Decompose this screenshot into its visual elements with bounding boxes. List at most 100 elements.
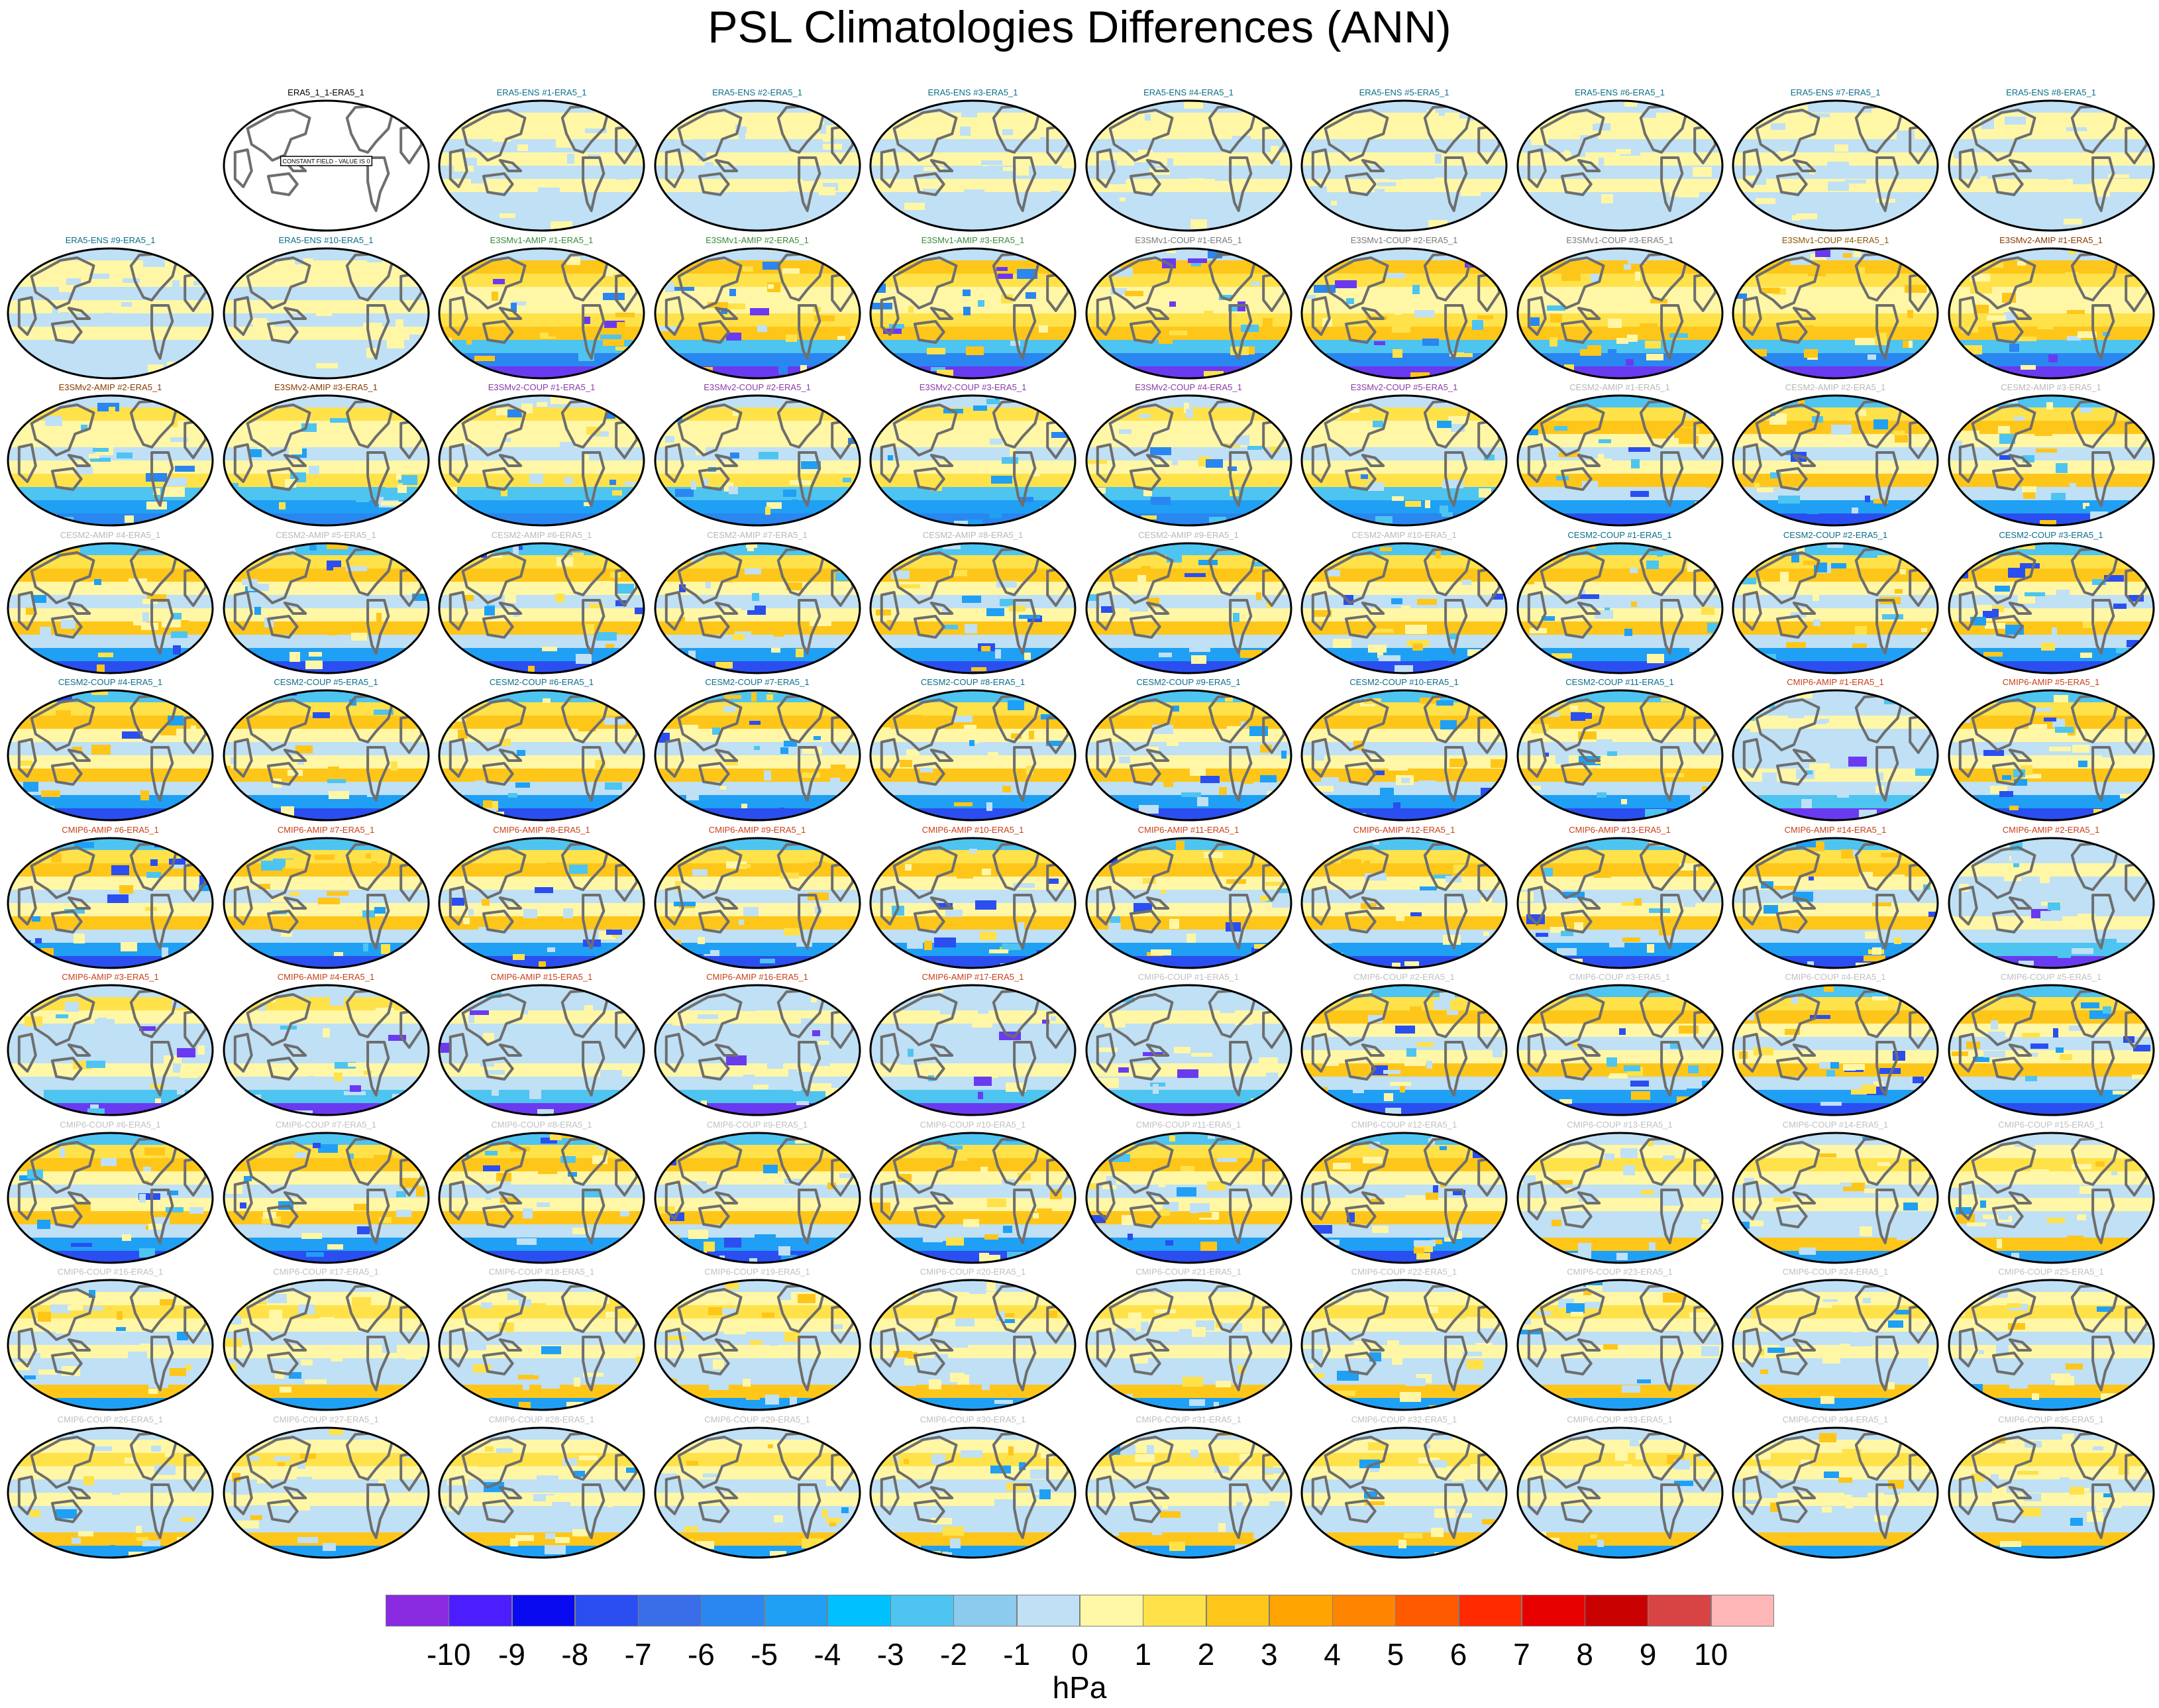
map-panel: CESM2-COUP #3-ERA5_1 — [1944, 530, 2159, 676]
field-band — [655, 555, 860, 569]
field-cell — [28, 366, 38, 372]
map-panel: CMIP6-COUP #3-ERA5_1 — [1512, 972, 1728, 1118]
field-cell — [2035, 449, 2057, 453]
panel-title: CMIP6-COUP #31-ERA5_1 — [1135, 1414, 1241, 1424]
field-band — [1302, 1010, 1506, 1024]
coastline — [1029, 248, 1057, 260]
field-cell — [537, 1202, 550, 1207]
field-cell — [1860, 1226, 1872, 1236]
field-cell — [1750, 725, 1762, 732]
field-band — [1302, 729, 1506, 743]
field-cell — [1561, 270, 1581, 281]
field-cell — [900, 760, 912, 767]
coastline — [2008, 1338, 2032, 1352]
field-cell — [1630, 601, 1637, 607]
coastline — [366, 1336, 390, 1391]
coastline — [1029, 1427, 1057, 1440]
coastline — [246, 845, 311, 899]
field-band — [1948, 1452, 2154, 1467]
field-cell — [758, 452, 778, 459]
map-outline — [654, 1279, 861, 1411]
field-band — [439, 742, 644, 756]
field-cell — [741, 120, 752, 127]
field-cell — [833, 360, 840, 370]
field-cell — [725, 861, 747, 869]
field-cell — [1952, 996, 1964, 1005]
field-cell — [454, 947, 462, 954]
field-cell — [1492, 593, 1503, 600]
field-cell — [1454, 352, 1473, 357]
field-cell — [1405, 1195, 1425, 1200]
coastline — [1108, 551, 1173, 604]
panel-title: E3SMv2-COUP #1-ERA5_1 — [488, 382, 596, 392]
coastline — [283, 749, 307, 762]
field-cell — [305, 660, 323, 669]
coastline — [1792, 1485, 1817, 1499]
field-band — [223, 621, 429, 635]
field-cell — [1338, 1135, 1351, 1140]
field-cell — [1701, 1223, 1716, 1230]
field-cell — [439, 800, 447, 807]
field-cell — [1530, 786, 1541, 790]
panel-title: CMIP6-COUP #27-ERA5_1 — [273, 1414, 379, 1424]
field-cell — [136, 1525, 142, 1533]
field-cell — [481, 1303, 492, 1308]
field-cell — [1364, 860, 1370, 868]
field-cell — [518, 1375, 533, 1379]
field-cell — [1149, 447, 1171, 455]
field-band — [223, 594, 429, 609]
field-cell — [1551, 653, 1572, 659]
coastline — [1361, 159, 1385, 172]
coastline — [283, 896, 307, 910]
coastline — [598, 1427, 626, 1440]
coastline — [366, 1483, 390, 1539]
field-cell — [989, 510, 1002, 518]
colorbar-swatch — [1521, 1595, 1585, 1627]
field-cell — [349, 1085, 361, 1092]
field-cell — [1150, 949, 1171, 955]
field-cell — [996, 580, 1017, 588]
field-band — [1086, 1157, 1291, 1172]
field-cell — [1266, 601, 1272, 608]
field-cell — [975, 900, 996, 910]
field-cell — [980, 1166, 988, 1174]
field-cell — [1854, 248, 1861, 257]
field-cell — [1841, 849, 1854, 859]
field-cell — [1893, 1051, 1905, 1061]
field-band — [1302, 889, 1506, 904]
coastline — [233, 1180, 253, 1220]
coastline — [1958, 1180, 1978, 1220]
coastline — [1659, 156, 1683, 212]
coastline — [913, 1204, 945, 1228]
field-cell — [1180, 1165, 1194, 1171]
field-cell — [1037, 256, 1054, 263]
field-cell — [1694, 848, 1704, 856]
colorbar-swatch — [1395, 1595, 1459, 1627]
coastline — [2008, 1485, 2032, 1499]
coastline — [1755, 551, 1820, 604]
field-cell — [719, 1308, 736, 1314]
field-cell — [1428, 119, 1436, 127]
field-cell — [112, 1489, 120, 1495]
field-band — [1086, 487, 1291, 501]
field-cell — [1191, 1327, 1206, 1337]
map-panel: CMIP6-COUP #35-ERA5_1 — [1944, 1414, 2159, 1560]
field-cell — [2085, 506, 2103, 511]
field-band — [439, 755, 644, 769]
field-cell — [1805, 771, 1813, 774]
map-panel: CESM2-COUP #7-ERA5_1 — [650, 677, 865, 823]
field-cell — [1646, 353, 1663, 360]
coastline — [1892, 690, 1920, 702]
map-outline — [7, 984, 214, 1116]
field-cell — [511, 302, 517, 312]
coastline — [1991, 1352, 2024, 1375]
constant-field-box — [280, 156, 372, 166]
map-panel: CESM2-COUP #4-ERA5_1 — [3, 677, 218, 823]
field-band — [8, 608, 213, 622]
field-cell — [1683, 900, 1695, 907]
field-band — [1517, 1184, 1722, 1199]
map-panel-plot — [654, 837, 861, 969]
field-cell — [1623, 1065, 1640, 1071]
field-band — [1517, 568, 1722, 582]
map-panel: CMIP6-COUP #25-ERA5_1 — [1944, 1267, 2159, 1413]
